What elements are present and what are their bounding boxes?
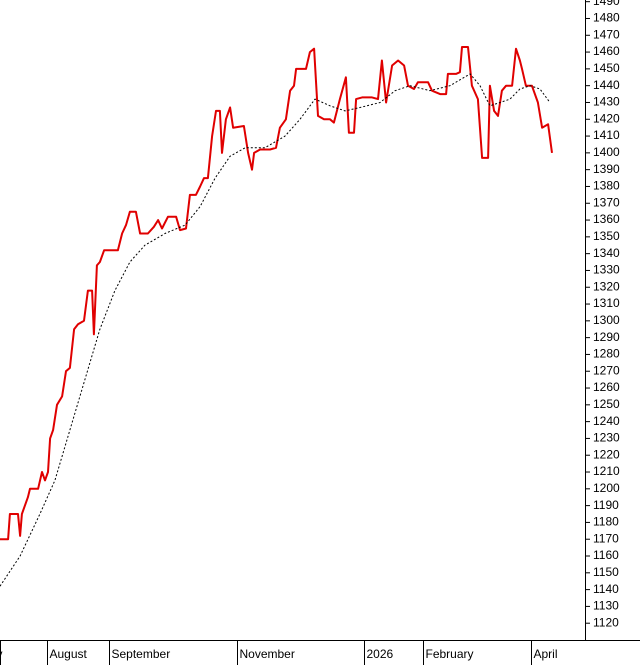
y-tick-label: 1150 <box>593 565 619 579</box>
x-tick-label: November <box>240 647 295 661</box>
y-tick-label: 1480 <box>593 11 620 25</box>
y-tick-label: 1210 <box>593 464 620 478</box>
y-tick-label: 1360 <box>593 212 620 226</box>
y-tick-label: 1290 <box>593 330 620 344</box>
x-tick-label: September <box>112 647 171 661</box>
y-tick-label: 1330 <box>593 263 620 277</box>
y-tick-label: 1410 <box>593 128 620 142</box>
y-tick-label: 1490 <box>593 0 620 8</box>
price-line <box>0 46 553 541</box>
y-tick-label: 1230 <box>593 431 620 445</box>
y-tick-label: 1220 <box>593 447 620 461</box>
y-tick-label: 1240 <box>593 414 620 428</box>
y-tick-label: 1200 <box>593 481 620 495</box>
y-tick-label: 1440 <box>593 78 620 92</box>
x-tick-label: 2026 <box>367 647 394 661</box>
y-tick-label: 1470 <box>593 27 620 41</box>
y-tick-label: 1430 <box>593 95 620 109</box>
y-tick-label: 1420 <box>593 111 620 125</box>
y-tick-label: 1370 <box>593 195 620 209</box>
y-tick-label: 1340 <box>593 246 620 260</box>
y-tick-label: 1250 <box>593 397 620 411</box>
y-tick-label: 1190 <box>593 498 619 512</box>
y-tick-label: 1400 <box>593 145 620 159</box>
y-tick-label: 1140 <box>593 582 619 596</box>
y-tick-label: 1170 <box>593 531 619 545</box>
y-tick-label: 1280 <box>593 347 620 361</box>
y-tick-label: 1350 <box>593 229 620 243</box>
y-tick-label: 1180 <box>593 515 619 529</box>
x-tick-label: y <box>0 647 3 661</box>
x-tick-label: April <box>534 647 558 661</box>
x-tick-label: February <box>426 647 474 661</box>
y-tick-label: 1390 <box>593 162 620 176</box>
y-tick-label: 1320 <box>593 279 620 293</box>
y-tick-label: 1260 <box>593 380 620 394</box>
x-tick-label: August <box>50 647 88 661</box>
y-tick-label: 1270 <box>593 363 620 377</box>
y-tick-label: 1380 <box>593 179 620 193</box>
y-tick-label: 1300 <box>593 313 620 327</box>
y-tick-label: 1120 <box>593 615 619 629</box>
y-tick-label: 1310 <box>593 296 620 310</box>
price-line <box>0 73 551 587</box>
y-tick-label: 1160 <box>593 548 619 562</box>
y-tick-label: 1450 <box>593 61 620 75</box>
y-tick-label: 1130 <box>593 599 619 613</box>
y-tick-label: 1460 <box>593 44 620 58</box>
